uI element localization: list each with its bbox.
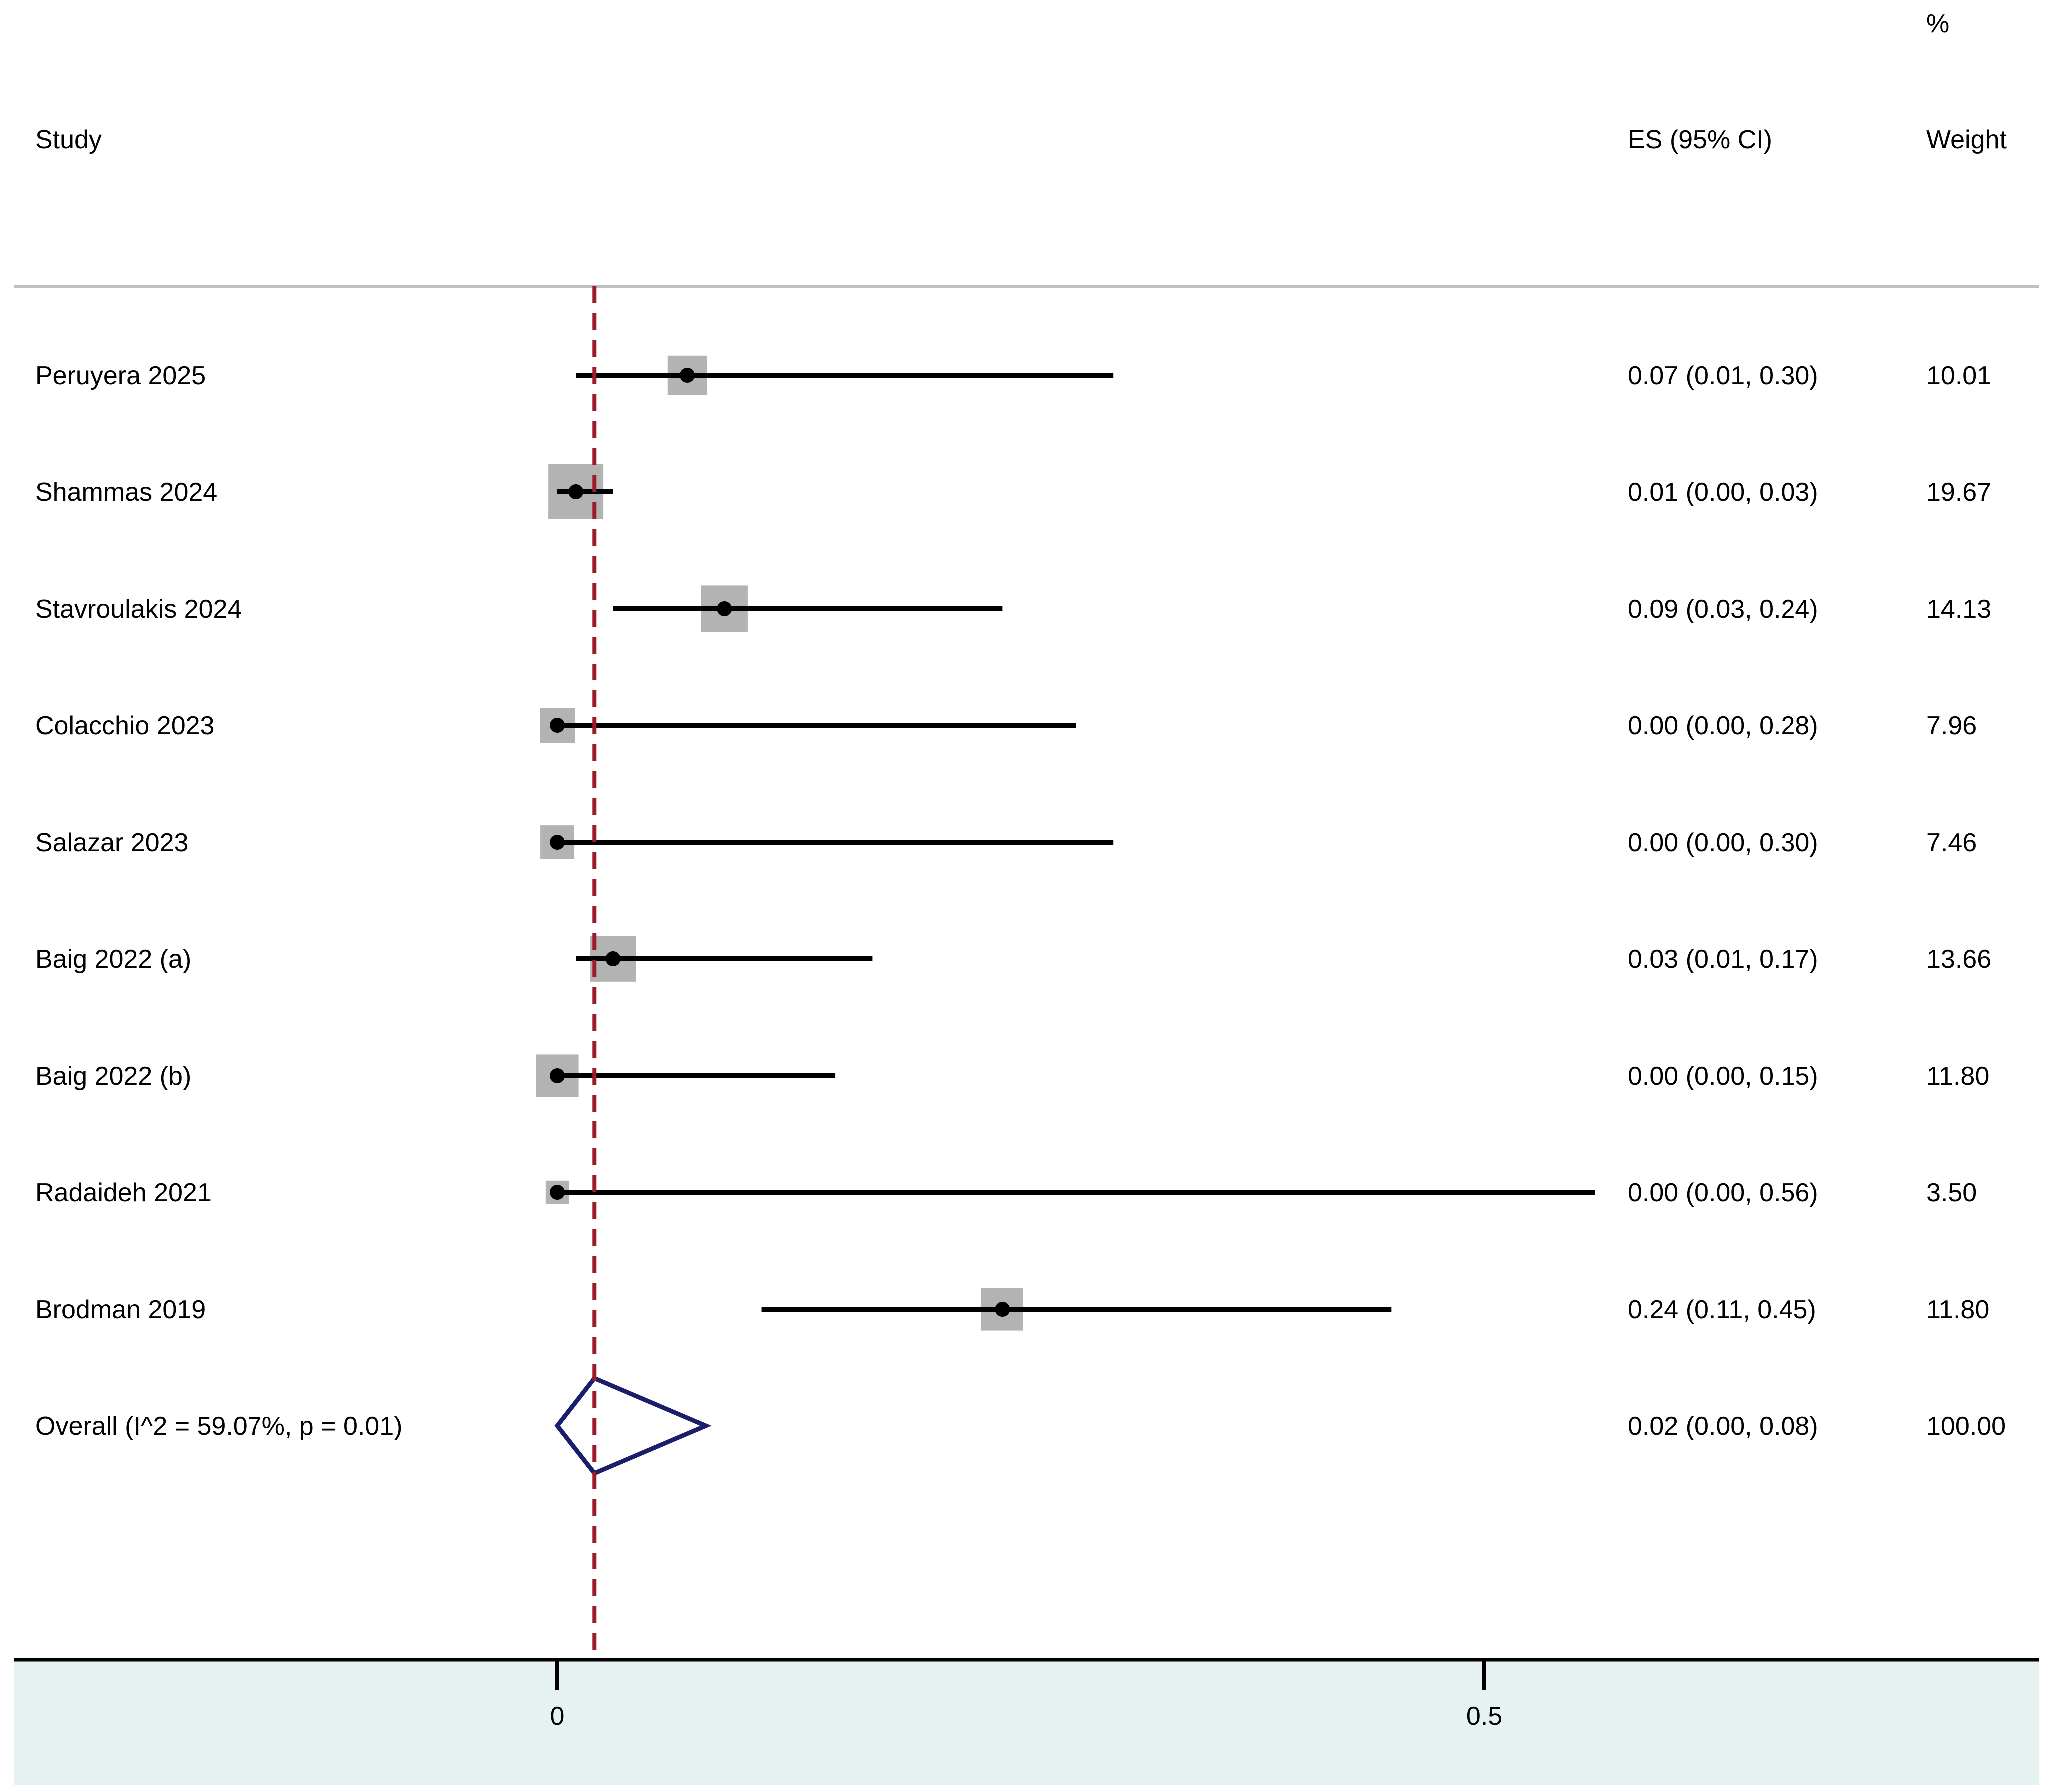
point-estimate [550,1068,565,1083]
point-estimate [568,484,584,499]
study-name: Salazar 2023 [35,828,188,857]
overall-diamond [554,1375,712,1476]
overall-label: Overall (I^2 = 59.07%, p = 0.01) [35,1412,402,1441]
study-row: Salazar 2023 0.00 (0.00, 0.30) 7.46 [35,825,1977,859]
es-value: 0.00 (0.00, 0.30) [1628,828,1818,857]
weight-value: 19.67 [1926,478,1991,507]
point-estimate [550,718,565,733]
es-value: 0.24 (0.11, 0.45) [1628,1295,1816,1324]
overall-es-value: 0.02 (0.00, 0.08) [1628,1412,1818,1441]
weight-value: 11.80 [1926,1062,1989,1091]
point-estimate [717,601,732,616]
study-row: Baig 2022 (a) 0.03 (0.01, 0.17) 13.66 [35,936,1991,982]
overall-weight-value: 100.00 [1926,1412,2006,1441]
weight-value: 11.80 [1926,1295,1989,1324]
study-row: Radaideh 2021 0.00 (0.00, 0.56) 3.50 [35,1178,1977,1207]
es-value: 0.09 (0.03, 0.24) [1628,595,1818,624]
es-value: 0.00 (0.00, 0.28) [1628,711,1818,740]
overall-row: Overall (I^2 = 59.07%, p = 0.01) 0.02 (0.… [35,1375,2006,1476]
weight-value: 7.96 [1926,711,1977,740]
rows-layer: Peruyera 2025 0.07 (0.01, 0.30) 10.01 Shamm… [35,355,2006,1476]
study-column-header: Study [35,125,102,154]
weight-value: 14.13 [1926,595,1991,624]
axis-layer: 0 0.5 [14,1658,2039,1731]
point-estimate [605,951,621,966]
es-value: 0.01 (0.00, 0.03) [1628,478,1818,507]
study-row: Colacchio 2023 0.00 (0.00, 0.28) 7.96 [35,708,1977,743]
study-name: Baig 2022 (b) [35,1062,191,1091]
es-value: 0.00 (0.00, 0.15) [1628,1062,1818,1091]
es-value: 0.00 (0.00, 0.56) [1628,1178,1818,1207]
study-name: Colacchio 2023 [35,711,214,740]
weight-value: 7.46 [1926,828,1977,857]
study-row: Shammas 2024 0.01 (0.00, 0.03) 19.67 [35,464,1991,519]
study-name: Shammas 2024 [35,478,217,507]
weight-value: 13.66 [1926,945,1991,974]
x-tick-label: 0 [550,1702,565,1731]
study-name: Stavroulakis 2024 [35,595,242,624]
axis-band [14,1660,2039,1785]
es-value: 0.03 (0.01, 0.17) [1628,945,1818,974]
point-estimate [550,835,565,850]
weight-percent-header: % [1926,9,1949,38]
point-estimate [679,368,695,383]
es-value: 0.07 (0.01, 0.30) [1628,361,1818,390]
study-row: Stavroulakis 2024 0.09 (0.03, 0.24) 14.13 [35,585,1991,632]
study-name: Baig 2022 (a) [35,945,191,974]
study-row: Brodman 2019 0.24 (0.11, 0.45) 11.80 [35,1288,1989,1331]
x-tick-label: 0.5 [1466,1702,1502,1731]
weight-value: 3.50 [1926,1178,1977,1207]
study-name: Peruyera 2025 [35,361,206,390]
study-row: Baig 2022 (b) 0.00 (0.00, 0.15) 11.80 [35,1054,1989,1097]
point-estimate [550,1185,565,1200]
header-layer: % Study ES (95% CI) Weight [35,9,2007,154]
study-row: Peruyera 2025 0.07 (0.01, 0.30) 10.01 [35,355,1991,395]
axis-band-layer [14,285,2039,1785]
es-column-header: ES (95% CI) [1628,125,1772,154]
weight-column-header: Weight [1926,125,2007,154]
weight-value: 10.01 [1926,361,1991,390]
study-name: Brodman 2019 [35,1295,206,1324]
study-name: Radaideh 2021 [35,1178,212,1207]
point-estimate [995,1302,1010,1317]
